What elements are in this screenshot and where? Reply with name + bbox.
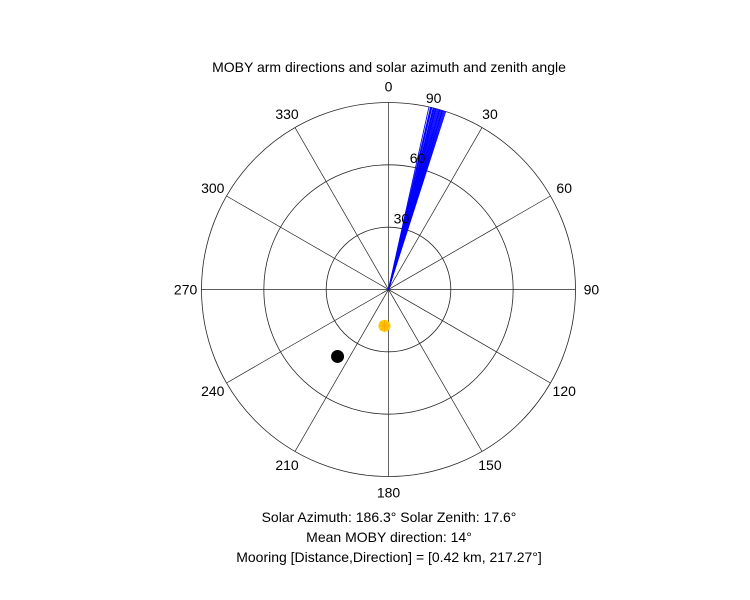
ring-30 <box>325 226 452 353</box>
angular-tick-label-180: 180 <box>377 484 401 500</box>
arm-line-18 <box>388 107 432 290</box>
arm-line-20 <box>388 109 441 290</box>
angular-tick-label-300: 300 <box>201 180 225 196</box>
angular-tick-label-270: 270 <box>174 282 198 298</box>
radial-tick-labels: 30 60 90 <box>394 90 442 226</box>
radial-tick-label-30: 30 <box>394 210 410 226</box>
angular-tick-label-60: 60 <box>556 180 572 196</box>
arm-line-19 <box>388 108 437 290</box>
angular-tick-label-90: 90 <box>584 282 600 298</box>
sun-ray-5 <box>379 321 385 327</box>
caption-mooring: Mooring [Distance,Direction] = [0.42 km,… <box>236 549 542 565</box>
radial-tick-label-60: 60 <box>410 150 426 166</box>
caption-solar-angles: Solar Azimuth: 186.3° Solar Zenith: 17.6… <box>262 509 517 525</box>
markers <box>331 319 391 363</box>
sun-ray-3 <box>379 325 385 331</box>
ring-90 <box>201 102 576 477</box>
arm-direction-lines <box>388 106 447 290</box>
angular-tick-label-330: 330 <box>275 106 299 122</box>
angular-tick-label-30: 30 <box>482 106 498 122</box>
radial-tick-label-90: 90 <box>426 90 442 106</box>
chart-title: MOBY arm directions and solar azimuth an… <box>212 59 566 75</box>
angular-tick-label-0: 0 <box>385 79 393 95</box>
angular-tick-label-240: 240 <box>201 383 225 399</box>
angular-tick-labels: 0 30 60 90 120 150 180 210 240 270 300 330 <box>174 79 599 501</box>
angular-tick-label-210: 210 <box>275 457 299 473</box>
arm-line-21 <box>388 110 443 290</box>
sun-ray-1 <box>384 325 390 331</box>
arm-line-17 <box>388 111 447 290</box>
ring-60 <box>263 164 514 415</box>
angular-tick-label-120: 120 <box>553 383 577 399</box>
sun-ray-7 <box>384 321 390 327</box>
angular-tick-label-150: 150 <box>478 457 502 473</box>
mooring-marker <box>331 349 345 363</box>
caption-mean-direction: Mean MOBY direction: 14° <box>306 529 472 545</box>
